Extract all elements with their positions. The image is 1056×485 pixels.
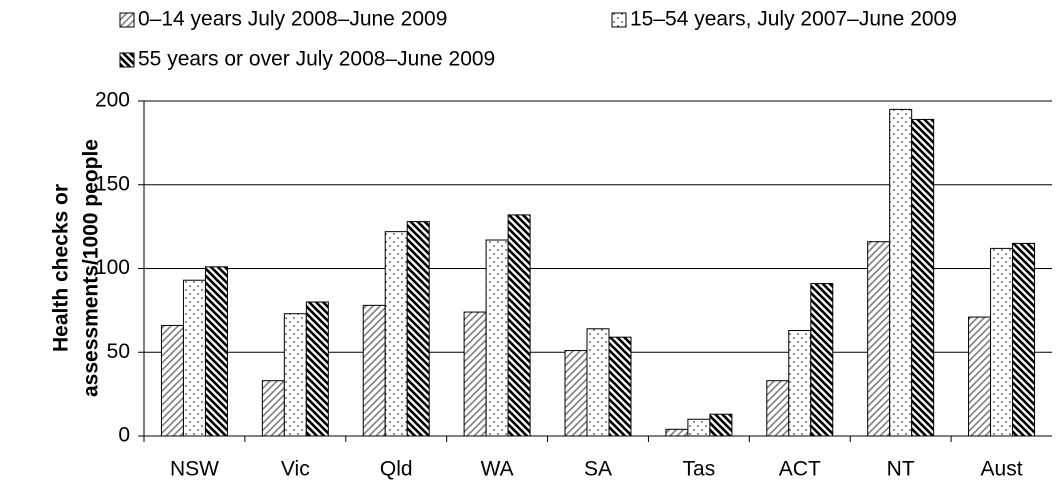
bar <box>160 324 184 437</box>
x-tick-label: NT <box>887 458 915 481</box>
bar <box>463 311 487 437</box>
x-tick-label: SA <box>584 458 612 481</box>
x-tick-label: NSW <box>170 458 219 481</box>
x-tick-label: Qld <box>380 458 413 481</box>
bar <box>968 316 992 437</box>
bar <box>586 328 610 437</box>
bar <box>766 380 790 437</box>
bar <box>305 301 329 437</box>
x-tick-label: WA <box>481 458 514 481</box>
bar <box>788 329 812 437</box>
x-tick-label: Aust <box>981 458 1023 481</box>
bar <box>564 350 588 437</box>
y-tick-label: 100 <box>95 256 130 279</box>
y-tick-label: 150 <box>95 172 130 195</box>
bar <box>709 413 733 437</box>
bar <box>1012 242 1036 437</box>
bar <box>384 231 408 437</box>
y-tick-label: 200 <box>95 89 130 112</box>
bar <box>261 380 285 437</box>
y-tick-label: 50 <box>107 340 130 363</box>
legend-label: 15–54 years, July 2007–June 2009 <box>630 8 957 31</box>
y-axis-title: Health checks or <box>50 184 73 352</box>
legend-label: 0–14 years July 2008–June 2009 <box>138 8 447 31</box>
bar <box>889 108 913 437</box>
legend-swatch <box>119 12 135 28</box>
bar <box>608 336 632 437</box>
bar <box>810 283 834 437</box>
bar <box>406 221 430 437</box>
bar <box>485 239 509 437</box>
legend-swatch <box>611 12 627 28</box>
bar <box>204 266 228 437</box>
bar <box>911 118 935 437</box>
bar <box>362 304 386 437</box>
bar <box>687 418 711 437</box>
y-axis-title: assessments/1000 people <box>80 139 103 397</box>
legend-swatch <box>119 52 135 68</box>
legend-label: 55 years or over July 2008–June 2009 <box>138 48 495 71</box>
x-tick-label: Vic <box>281 458 310 481</box>
bar <box>182 279 206 437</box>
x-tick-label: ACT <box>779 458 821 481</box>
bar <box>283 313 307 437</box>
x-tick-label: Tas <box>683 458 716 481</box>
y-tick-label: 0 <box>118 424 130 447</box>
bar <box>507 214 531 437</box>
bar <box>867 241 891 437</box>
bar <box>990 247 1014 437</box>
bar <box>665 428 689 437</box>
